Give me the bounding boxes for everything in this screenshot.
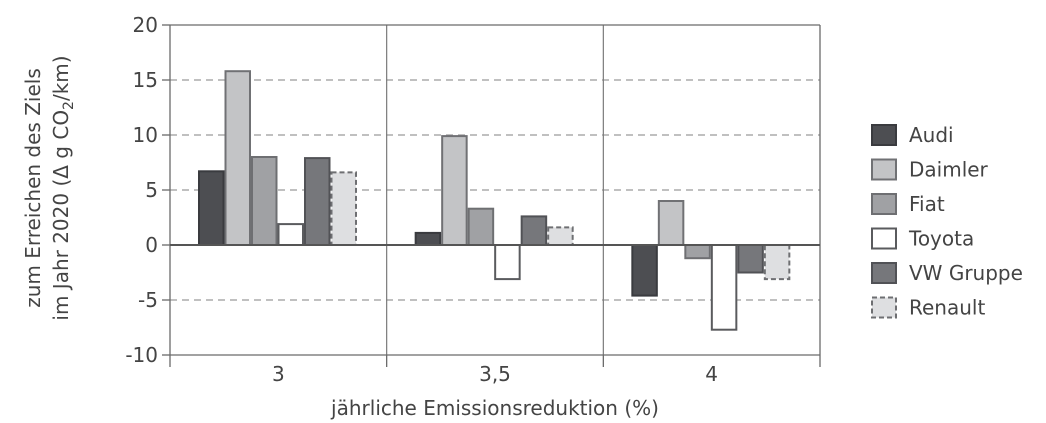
- bar: [304, 157, 331, 247]
- x-tick-label: 4: [705, 362, 718, 386]
- bar: [737, 244, 764, 274]
- bar: [467, 207, 495, 246]
- bar: [414, 231, 442, 246]
- bar: [547, 226, 574, 246]
- legend-swatch: [871, 124, 897, 146]
- y-axis-title-line1: zum Erreichen des Ziels: [21, 68, 45, 308]
- legend-swatch: [871, 227, 897, 250]
- bar: [763, 244, 791, 281]
- bars-layer: [198, 70, 791, 331]
- bar: [198, 170, 225, 246]
- bar: [330, 171, 357, 246]
- x-axis-title: jährliche Emissionsreduktion (%): [330, 396, 659, 420]
- legend-label: Fiat: [909, 192, 945, 216]
- y-tick-label: 10: [133, 123, 158, 147]
- legend-label: Renault: [909, 296, 985, 320]
- y-tick-label: 5: [145, 178, 158, 202]
- y-tick-label: 0: [145, 233, 158, 257]
- x-tick-labels: 3 3,5 4: [272, 362, 718, 386]
- y-axis-title-line2-main: im Jahr 2020 (Δ g CO: [49, 110, 73, 321]
- legend-label: VW Gruppe: [909, 261, 1023, 285]
- legend-swatch: [871, 193, 897, 215]
- x-tick-label: 3: [272, 362, 285, 386]
- legend-swatch: [871, 158, 897, 181]
- bar: [657, 200, 685, 246]
- bar: [631, 244, 658, 297]
- legend-label: Toyota: [908, 227, 974, 251]
- legend-swatch: [871, 262, 897, 284]
- bar: [251, 156, 278, 246]
- bar: [520, 215, 548, 246]
- legend-label: Audi: [909, 123, 954, 147]
- y-tick-label: -10: [125, 343, 158, 367]
- y-tick-label: -5: [138, 288, 158, 312]
- bar: [441, 135, 468, 247]
- y-axis-title-line2: im Jahr 2020 (Δ g CO2/km): [49, 55, 77, 320]
- bar: [277, 223, 304, 247]
- x-tick-label: 3,5: [479, 362, 511, 386]
- bar: [710, 244, 738, 331]
- legend-swatch: [871, 296, 897, 319]
- y-axis-title-subscript: 2: [61, 101, 77, 110]
- bar: [224, 70, 251, 246]
- bar: [684, 244, 711, 260]
- y-tick-label: 20: [133, 13, 158, 37]
- legend-label: Daimler: [909, 158, 989, 182]
- legend: Audi Daimler Fiat Toyota VW Gruppe Renault: [871, 123, 1023, 320]
- y-tick-labels: 20 15 10 5 0 -5 -10: [125, 13, 158, 367]
- bar: [494, 244, 521, 281]
- y-tick-label: 15: [133, 68, 158, 92]
- axes-layer: [162, 24, 821, 367]
- y-axis-title-line2-unit: /km): [49, 55, 73, 101]
